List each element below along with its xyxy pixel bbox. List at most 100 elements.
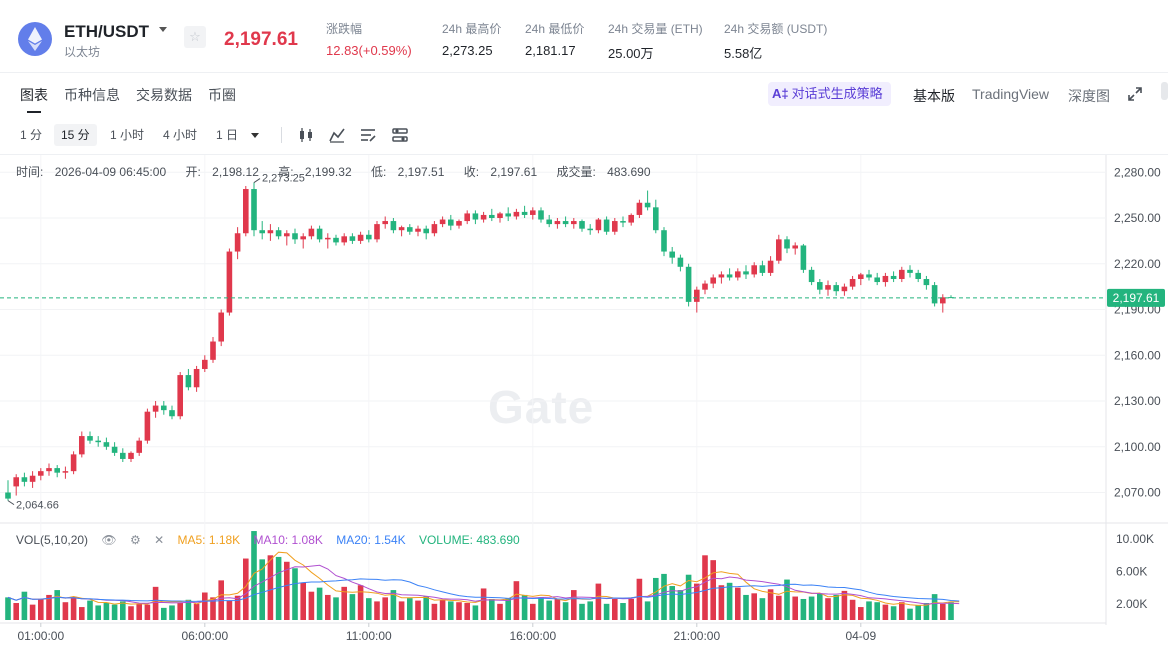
price-tick-label: 2,100.00: [1114, 440, 1161, 454]
volume-bar: [940, 603, 946, 620]
candle-body: [808, 269, 815, 283]
volume-bar: [743, 594, 749, 620]
volume-bar: [423, 596, 429, 620]
candle-body: [120, 452, 126, 459]
ohlc-close: 收: 2,197.61: [464, 165, 545, 179]
pair-subtitle: 以太坊: [64, 45, 101, 59]
drawing-tools-icon[interactable]: [360, 127, 376, 143]
candle-body: [948, 297, 954, 299]
candle-body: [546, 219, 552, 225]
tab-depth-chart[interactable]: 深度图: [1068, 88, 1110, 104]
candle-body: [226, 251, 233, 313]
ohlc-close-value: 2,197.61: [490, 165, 538, 179]
ai-strategy-button[interactable]: A‡ 对话式生成策略: [768, 82, 891, 106]
candle-body: [243, 189, 249, 234]
volume-bar: [767, 589, 774, 620]
candle-body: [800, 245, 807, 270]
candle-body: [841, 286, 848, 292]
volume-bar: [210, 597, 216, 620]
candle-body: [144, 411, 151, 441]
chart-settings-icon[interactable]: [392, 127, 408, 143]
interval-1d[interactable]: 1 日: [216, 128, 239, 142]
candlestick-chart[interactable]: 2,280.002,250.002,220.002,190.002,160.00…: [0, 155, 1168, 666]
volume-bar: [653, 577, 659, 620]
gate-watermark: Gate: [488, 381, 595, 433]
candle-body: [644, 202, 651, 208]
ohlc-volume-label: 成交量:: [556, 165, 596, 179]
volume-bar: [202, 592, 208, 620]
volume-bar: [735, 587, 741, 620]
volume-bar: [890, 606, 897, 620]
candle-body: [169, 410, 175, 417]
tab-coin-circle[interactable]: 币圈: [208, 87, 236, 103]
volume-bar: [193, 603, 200, 620]
volume-bar: [628, 598, 634, 620]
interval-1m[interactable]: 1 分: [20, 128, 43, 142]
candle-body: [292, 233, 298, 240]
interval-1h[interactable]: 1 小时: [110, 128, 145, 142]
eye-icon[interactable]: 👁: [101, 533, 117, 547]
candle-body: [661, 230, 667, 252]
volume-bar: [111, 604, 118, 620]
volume-bar: [792, 596, 798, 620]
interval-15m[interactable]: 15 分: [54, 124, 97, 146]
interval-more-caret-icon[interactable]: [251, 133, 259, 138]
volume-bar: [817, 593, 823, 620]
candle-body: [390, 221, 397, 231]
volume-bar: [587, 601, 593, 620]
candle-body: [185, 375, 192, 388]
volume-bar: [316, 587, 323, 620]
volume-bar: [866, 601, 872, 620]
close-icon[interactable]: ✕: [154, 533, 165, 547]
candle-style-icon[interactable]: [298, 127, 314, 143]
ohlc-time: 时间: 2026-04-09 06:45:00: [16, 165, 174, 179]
ohlc-low: 低: 2,197.51: [371, 165, 452, 179]
volume-tick-label: 6.00K: [1116, 564, 1147, 578]
volume-bar: [177, 603, 183, 620]
interval-4h[interactable]: 4 小时: [163, 128, 198, 142]
candle-body: [685, 266, 692, 302]
pair-title[interactable]: ETH/USDT: [64, 22, 149, 41]
volume-bar: [185, 599, 192, 620]
ai-sparkle-icon: A‡: [772, 86, 789, 101]
volume-bar: [357, 585, 364, 620]
candle-body: [382, 221, 388, 225]
vol-legend-title: VOL(5,10,20): [16, 533, 89, 547]
volume-bar: [439, 599, 446, 620]
candle-body: [751, 265, 757, 275]
max-price-label: 2,273.25: [262, 173, 305, 185]
tab-tradingview[interactable]: TradingView: [972, 86, 1050, 102]
price-tick-label: 2,130.00: [1114, 394, 1161, 408]
candle-body: [571, 221, 577, 225]
volume-bar: [448, 601, 454, 620]
stat-24h-volume: 24h 交易量 (ETH) 25.00万: [608, 20, 703, 62]
volume-bar: [718, 585, 725, 620]
indicators-icon[interactable]: [329, 127, 345, 143]
tab-chart[interactable]: 图表: [20, 87, 48, 103]
candle-body: [54, 468, 60, 473]
candle-body: [858, 274, 864, 279]
candle-body: [923, 279, 930, 286]
tab-basic[interactable]: 基本版: [913, 88, 955, 104]
pair-dropdown-icon[interactable]: [159, 27, 167, 32]
volume-bar: [677, 590, 684, 620]
candle-body: [161, 405, 167, 411]
stat-value: 2,273.25: [442, 43, 493, 58]
volume-bar: [13, 603, 19, 620]
settings-icon[interactable]: ⚙: [129, 533, 141, 547]
candle-body: [341, 236, 347, 243]
favorite-star-icon[interactable]: ☆: [184, 26, 206, 48]
tab-trade-data[interactable]: 交易数据: [136, 87, 192, 103]
candle-body: [562, 221, 569, 225]
tab-coin-info[interactable]: 币种信息: [64, 87, 120, 103]
volume-bar: [325, 594, 331, 620]
vol-legend-volume: VOLUME: 483.690: [418, 533, 520, 547]
volume-bar: [300, 582, 306, 620]
fullscreen-expand-icon[interactable]: [1128, 87, 1142, 101]
stat-change: 涨跌幅 12.83(+0.59%): [326, 20, 412, 58]
ohlc-open: 开: 2,198.12: [185, 165, 266, 179]
volume-tick-label: 2.00K: [1116, 597, 1147, 611]
candle-body: [251, 189, 257, 231]
candle-body: [694, 289, 700, 302]
scrollbar-thumb[interactable]: [1161, 82, 1168, 100]
